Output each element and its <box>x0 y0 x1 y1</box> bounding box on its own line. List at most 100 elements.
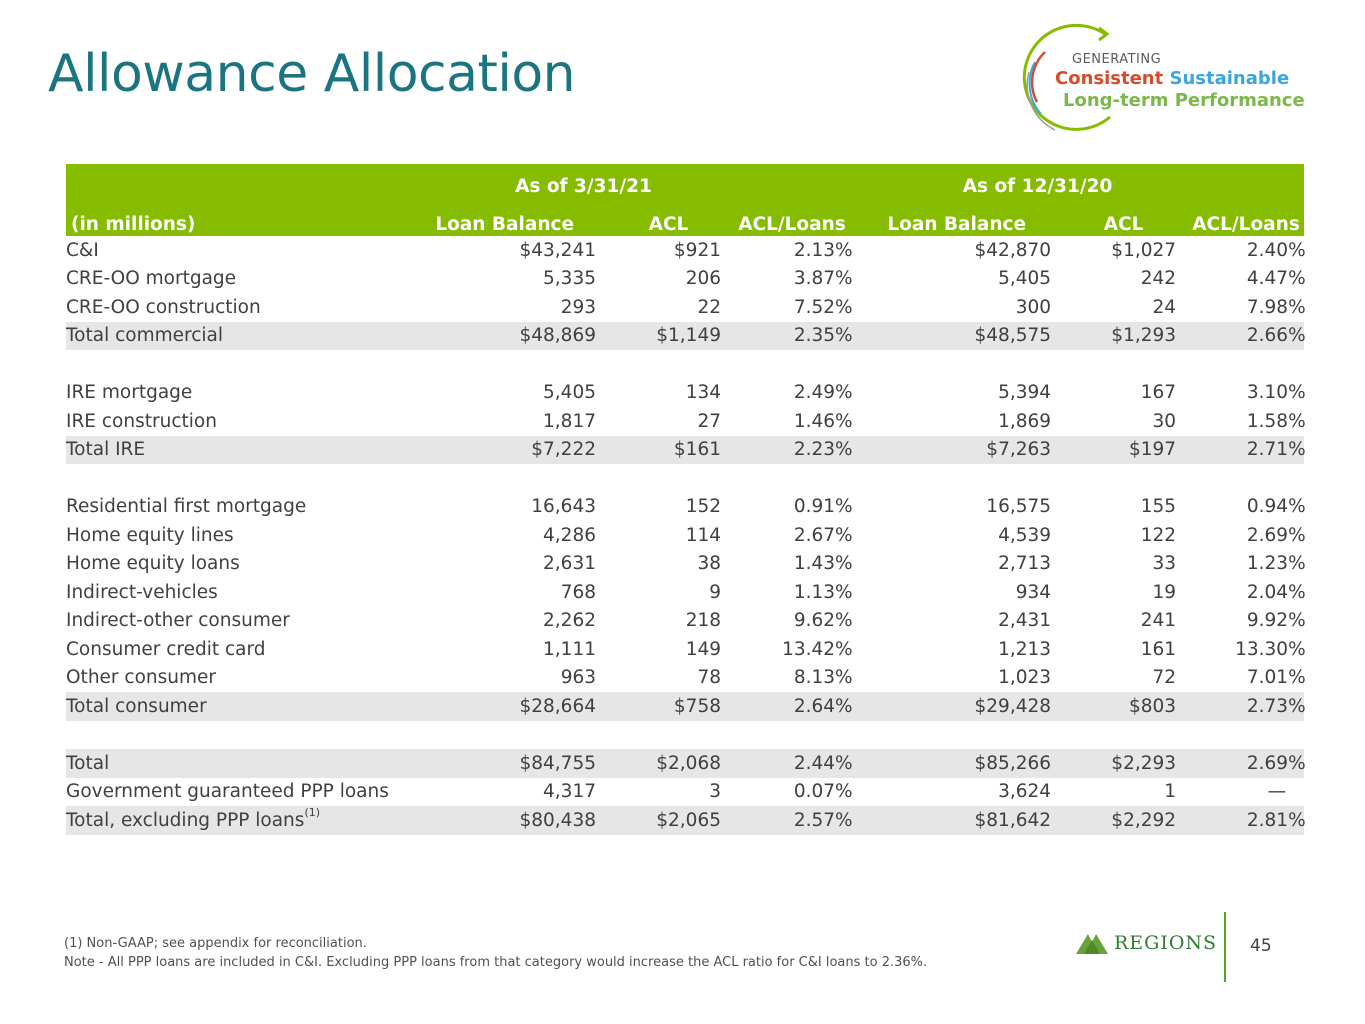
loan-balance-prior: 934 <box>1015 581 1052 603</box>
loan-balance-current: 1,111 <box>543 638 596 660</box>
col-loan-balance-1: Loan Balance <box>406 208 596 236</box>
loan-balance-prior: 2,431 <box>998 610 1052 632</box>
total-row: Total IRE $7,222 $161 2.23% $7,263 $197 … <box>66 435 1306 464</box>
ratio-current: 1.43% <box>721 550 853 579</box>
row-label: Residential first mortgage <box>66 496 307 518</box>
ratio-value: 3.10 <box>1246 382 1289 404</box>
ratio-value: 3.87 <box>793 268 836 290</box>
footnote-marker: (1) <box>304 805 321 819</box>
ratio-value: 7.01 <box>1246 667 1289 689</box>
loan-balance-prior: $81,642 <box>851 806 1052 835</box>
row-label: Home equity loans <box>66 553 240 575</box>
acl-prior: $1,293 <box>1051 321 1177 350</box>
pct-sign: % <box>1288 524 1306 546</box>
ratio-value: 0.91 <box>793 496 836 518</box>
acl-current: 9 <box>709 581 721 603</box>
acl-current: $161 <box>596 435 721 464</box>
logo-generating: GENERATING <box>1072 52 1162 67</box>
ratio-current: 1.13% <box>721 578 853 607</box>
pct-sign: % <box>1288 239 1306 261</box>
row-label: Total, excluding PPP loans(1) <box>66 806 406 835</box>
period-current-header: As of 3/31/21 <box>406 164 852 208</box>
acl-prior: $1,027 <box>1111 239 1177 261</box>
footnote-2: Note - All PPP loans are included in C&I… <box>64 955 928 970</box>
ratio-prior: 2.81% <box>1176 806 1306 835</box>
ratio-value: 2.69 <box>1246 524 1289 546</box>
loan-balance-current: 5,335 <box>543 268 596 290</box>
pct-sign: % <box>1288 553 1306 575</box>
pct-sign: % <box>1288 268 1306 290</box>
pct-sign: % <box>1288 296 1306 318</box>
ratio-current: 1.46% <box>721 407 853 436</box>
logo-sustainable: Sustainable <box>1169 68 1290 89</box>
ratio-value: 1.13 <box>793 581 836 603</box>
pct-sign: % <box>1288 382 1306 404</box>
ratio-prior: 1.58% <box>1176 407 1306 436</box>
acl-prior: $2,293 <box>1051 749 1177 778</box>
loan-balance-prior: $85,266 <box>851 749 1052 778</box>
pct-sign: % <box>835 610 853 632</box>
acl-current: $921 <box>673 239 721 261</box>
ratio-value: 9.92 <box>1246 610 1289 632</box>
acl-prior: 33 <box>1152 553 1177 575</box>
pct-sign: % <box>1288 752 1306 774</box>
ratio-current: 2.35% <box>721 321 853 350</box>
ratio-prior: 7.98% <box>1176 293 1306 322</box>
ratio-prior: 2.71% <box>1176 435 1306 464</box>
ratio-value: 2.69 <box>1246 752 1289 774</box>
table-row: IRE construction 1,817 27 1.46% 1,869 30… <box>66 407 1306 436</box>
acl-current: 218 <box>685 610 721 632</box>
ratio-value: — <box>1267 781 1287 803</box>
table-row: IRE mortgage 5,405 134 2.49% 5,394 167 3… <box>66 379 1306 408</box>
pct-sign: % <box>835 524 853 546</box>
page-title: Allowance Allocation <box>48 44 576 104</box>
row-label: Indirect-other consumer <box>66 610 290 632</box>
page-number: 45 <box>1250 936 1272 956</box>
loan-balance-current: 293 <box>560 296 596 318</box>
ratio-prior: 2.69% <box>1176 749 1306 778</box>
row-label: C&I <box>66 239 99 261</box>
acl-current: 149 <box>685 638 721 660</box>
spacer-row <box>66 721 1304 750</box>
ratio-value: 2.57 <box>793 809 836 831</box>
ratio-prior: 0.94% <box>1176 493 1306 522</box>
acl-current: $758 <box>596 692 721 721</box>
col-loan-balance-2: Loan Balance <box>851 208 1052 236</box>
pct-sign: % <box>835 752 853 774</box>
loan-balance-current: 963 <box>560 667 596 689</box>
acl-prior: $803 <box>1051 692 1177 721</box>
row-label: Total commercial <box>66 321 406 350</box>
ratio-prior: 1.23% <box>1176 550 1306 579</box>
acl-prior: 161 <box>1140 638 1177 660</box>
ratio-value: 2.40 <box>1246 239 1289 261</box>
loan-balance-prior: $29,428 <box>851 692 1052 721</box>
ratio-value: 1.43 <box>793 553 836 575</box>
acl-prior: 72 <box>1152 667 1177 689</box>
table-row: Home equity loans 2,631 38 1.43% 2,713 3… <box>66 550 1306 579</box>
acl-prior: $197 <box>1051 435 1177 464</box>
ratio-prior: 2.69% <box>1176 521 1306 550</box>
acl-prior: 241 <box>1140 610 1177 632</box>
period-prior-header: As of 12/31/20 <box>851 164 1305 208</box>
allowance-table: As of 3/31/21 As of 12/31/20 (in million… <box>66 164 1306 835</box>
table-row: Indirect-vehicles 768 9 1.13% 934 19 2.0… <box>66 578 1306 607</box>
row-label: Indirect-vehicles <box>66 581 218 603</box>
table-row: CRE-OO construction 293 22 7.52% 300 24 … <box>66 293 1306 322</box>
ratio-value: 2.44 <box>793 752 836 774</box>
table-row: Indirect-other consumer 2,262 218 9.62% … <box>66 607 1306 636</box>
loan-balance-prior: 4,539 <box>998 524 1052 546</box>
row-label: Total <box>66 749 406 778</box>
loan-balance-prior: 5,405 <box>998 268 1052 290</box>
pct-sign: % <box>1288 809 1306 831</box>
ratio-prior: 13.30% <box>1176 635 1306 664</box>
ratio-current: 2.13% <box>721 236 853 265</box>
row-label: Home equity lines <box>66 524 234 546</box>
pct-sign: % <box>835 695 853 717</box>
ratio-value: 2.64 <box>793 695 836 717</box>
acl-current: 152 <box>685 496 721 518</box>
row-label-text: Total, excluding PPP loans <box>66 809 305 831</box>
ratio-value: 9.62 <box>793 610 836 632</box>
acl-current: 27 <box>697 410 721 432</box>
acl-current: 78 <box>697 667 721 689</box>
acl-prior: 122 <box>1140 524 1177 546</box>
